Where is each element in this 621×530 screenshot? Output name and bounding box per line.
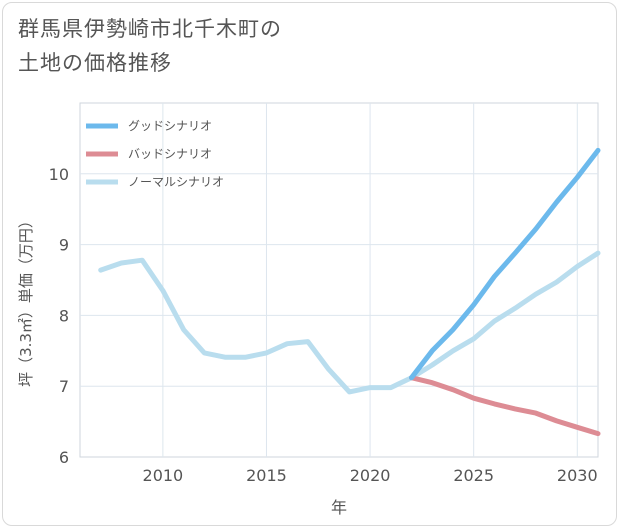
y-axis-ticks: 6 7 8 9 10 [49, 165, 69, 467]
legend-label: バッドシナリオ [128, 147, 212, 161]
legend-label: ノーマルシナリオ [128, 175, 224, 189]
y-tick-label: 7 [59, 377, 69, 396]
y-tick-label: 6 [59, 448, 69, 467]
x-tick-label: 2030 [557, 466, 598, 485]
y-tick-label: 8 [59, 306, 69, 325]
series-line-0 [409, 147, 601, 381]
series-lines [98, 147, 601, 437]
series-line-2 [98, 250, 601, 395]
chart-title: 群馬県伊勢崎市北千木町の 土地の価格推移 [18, 17, 282, 75]
x-tick-label: 2015 [246, 466, 287, 485]
x-axis-ticks: 2010 2015 2020 2025 2030 [143, 466, 598, 485]
y-axis-label: 坪（3.3㎡）単価（万円） [17, 213, 35, 387]
series-line-1 [409, 375, 601, 437]
y-tick-label: 10 [49, 165, 69, 184]
legend-label: グッドシナリオ [128, 119, 212, 133]
x-tick-label: 2010 [143, 466, 184, 485]
x-tick-label: 2025 [453, 466, 494, 485]
grid-lines [80, 103, 598, 457]
y-tick-label: 9 [59, 236, 69, 255]
x-axis-label: 年 [331, 498, 347, 517]
plot-area [79, 102, 599, 458]
x-tick-label: 2020 [350, 466, 391, 485]
